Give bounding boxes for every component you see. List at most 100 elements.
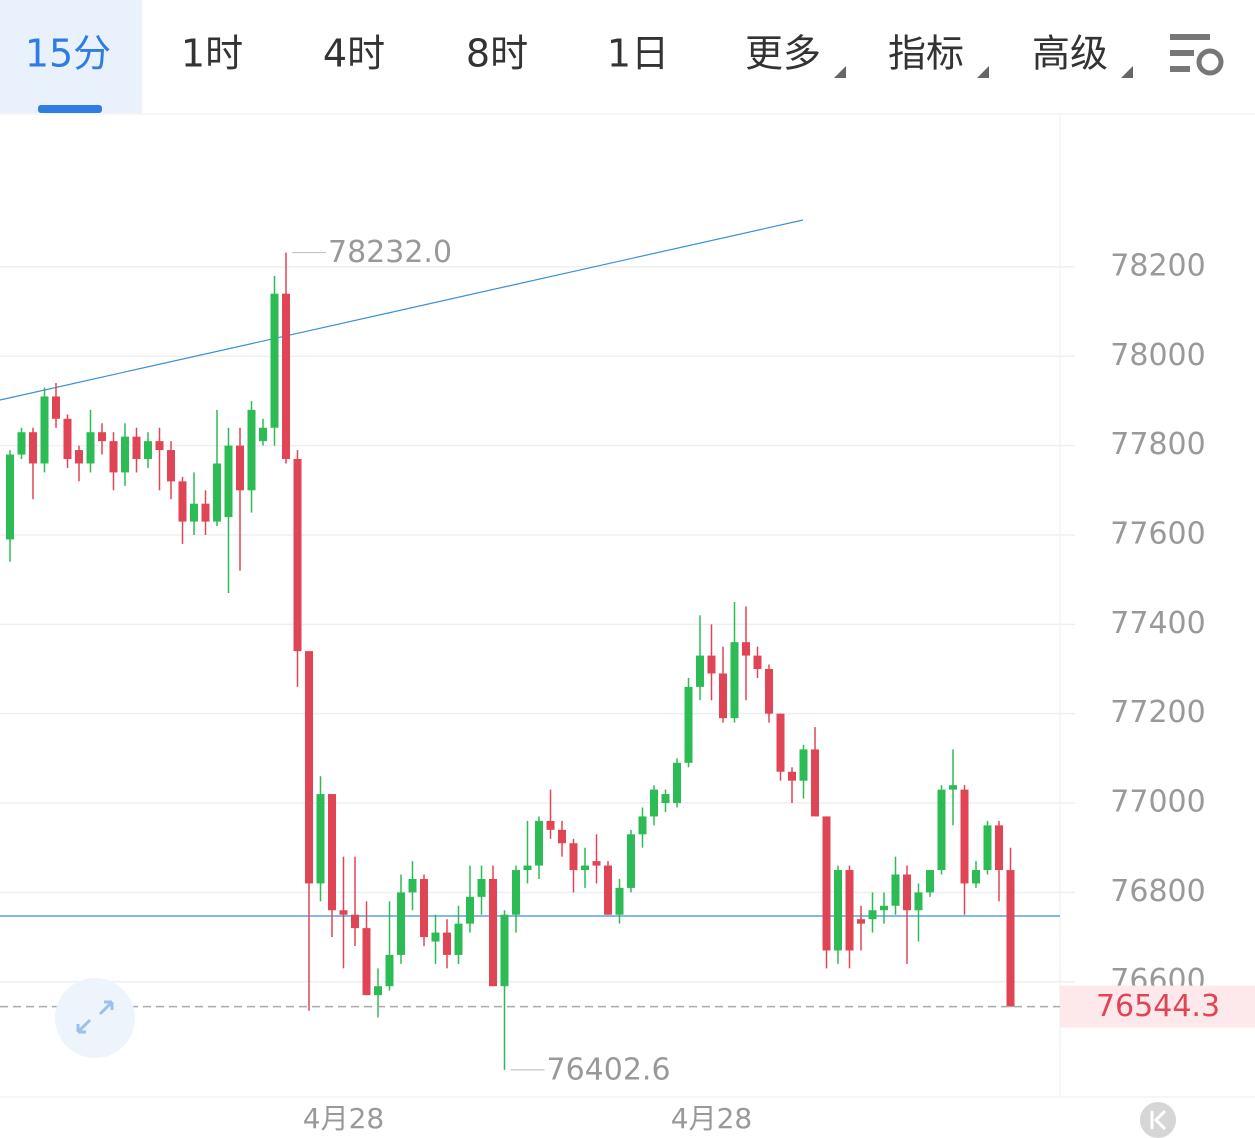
expand-button[interactable] (55, 978, 135, 1058)
candle-body (259, 427, 267, 442)
candle-body (316, 794, 325, 884)
candle-body (155, 441, 164, 451)
last-price-box (1060, 985, 1255, 1028)
candle-body (765, 668, 773, 714)
candle-body (822, 816, 831, 951)
candle-body (983, 825, 992, 871)
candle-body (167, 450, 175, 482)
candle-body (891, 874, 900, 906)
y-tick-label: 78200 (1110, 248, 1205, 283)
candle-body (650, 789, 658, 817)
candle-body (615, 887, 624, 915)
candle-body (489, 878, 497, 987)
tab[interactable]: 15分 (25, 32, 111, 76)
candle-body (707, 655, 716, 674)
candle-body (776, 713, 785, 772)
x-tick-label: 4月28 (671, 1102, 752, 1135)
active-tab-bg (0, 0, 142, 113)
candle-body (293, 459, 302, 652)
candle-body (132, 436, 141, 460)
candle-body (86, 432, 95, 464)
candle-body (546, 820, 555, 830)
candle-body (753, 655, 762, 669)
tab[interactable]: 1日 (607, 32, 669, 76)
tab[interactable]: 8时 (466, 32, 528, 76)
trend-line (0, 219, 804, 401)
expand-icon (76, 1000, 114, 1034)
candle-body (328, 794, 336, 911)
candle-body (696, 655, 704, 687)
y-tick-label: 76800 (1110, 874, 1205, 909)
candles (6, 252, 1015, 1070)
candle-body (374, 986, 382, 996)
candle-body (960, 789, 969, 884)
icon-bar (1170, 34, 1210, 40)
candle-body (523, 865, 532, 871)
annotation-label: 76402.6 (547, 1052, 671, 1087)
y-tick-label: 77600 (1110, 516, 1205, 551)
candle-body (443, 932, 451, 955)
annotation-label: 78232.0 (328, 235, 452, 270)
candle-body (868, 910, 877, 920)
candle-body (144, 441, 152, 460)
candle-body (6, 454, 14, 540)
last-price-label: 76544.3 (1096, 989, 1220, 1024)
candle-body (914, 892, 923, 911)
icon-bar (1170, 66, 1190, 72)
candle-body (408, 878, 417, 893)
candle-body (121, 436, 129, 473)
tab[interactable]: 4时 (323, 32, 385, 76)
candle-body (903, 874, 911, 911)
candle-body (949, 785, 957, 790)
candle-body (834, 870, 842, 951)
candle-body (512, 870, 520, 915)
candle-body (638, 816, 647, 835)
candle-body (627, 834, 635, 888)
candle-body (224, 445, 233, 518)
grid (0, 266, 1075, 983)
candle-body (592, 861, 601, 866)
tab[interactable]: 1时 (181, 32, 243, 76)
dropdown-markers (834, 66, 1133, 78)
candle-body (857, 919, 865, 924)
candle-body (397, 892, 405, 955)
candle-body (673, 762, 681, 804)
candle-body (201, 503, 210, 522)
tab[interactable]: 更多 (745, 32, 821, 76)
candle-body (558, 829, 566, 844)
candle-body (17, 432, 26, 455)
candle-body (719, 673, 727, 719)
tab-bar: 15分 1时 4时 8时 1日 更多 指标 高级 (25, 32, 1108, 76)
candle-body (661, 794, 670, 804)
tab[interactable]: 高级 (1032, 32, 1108, 76)
candle-body (454, 923, 463, 955)
candle-body (236, 445, 244, 491)
candle-body (270, 293, 279, 428)
candle-body (581, 865, 589, 871)
candle-body (282, 293, 290, 460)
candle-body (788, 771, 796, 781)
candle-body (466, 896, 474, 924)
tab[interactable]: 指标 (888, 32, 964, 76)
labels: 7660076800770007720077400776007780078000… (0, 235, 1255, 1135)
candle-body (477, 878, 486, 897)
candle-body (799, 749, 808, 781)
candle-body (972, 870, 980, 884)
candle-body (845, 870, 854, 951)
candle-body (52, 396, 60, 419)
candle-body (247, 409, 256, 491)
candle-body (500, 914, 509, 987)
y-tick-label: 78000 (1110, 338, 1205, 373)
icon-gear (1196, 48, 1224, 76)
candle-body (29, 432, 37, 464)
candle-body (811, 749, 819, 817)
settings-icon[interactable] (1170, 34, 1224, 76)
candle-body (431, 932, 440, 942)
y-tick-label: 77000 (1110, 785, 1205, 820)
icon-bar (1170, 50, 1194, 56)
candle-body (109, 441, 118, 473)
y-tick-label: 77400 (1110, 606, 1205, 641)
candle-body (339, 910, 348, 915)
